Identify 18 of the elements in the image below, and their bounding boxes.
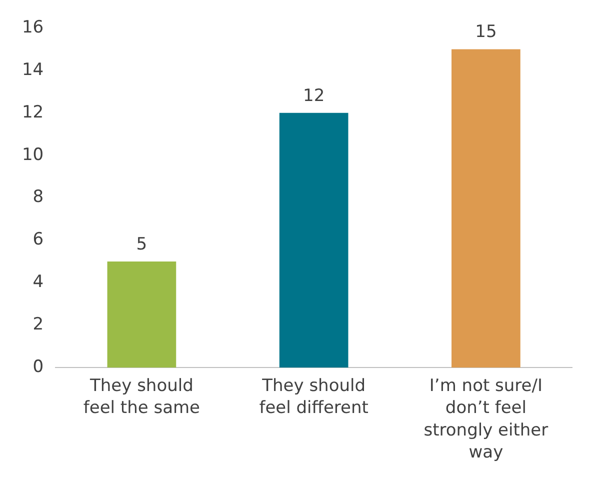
x-tick-label: They should feel different (259, 376, 369, 418)
y-tick-label: 4 (32, 272, 44, 292)
bar (452, 49, 520, 368)
bar (279, 112, 348, 368)
y-tick-label: 0 (32, 357, 44, 378)
y-tick-label: 2 (32, 314, 44, 335)
bar (107, 261, 176, 368)
y-tick-label: 10 (22, 144, 44, 165)
data-label: 15 (475, 22, 497, 42)
y-tick-label: 12 (22, 102, 44, 122)
x-tick-label: They should feel the same (83, 376, 200, 418)
y-tick-label: 8 (32, 187, 44, 208)
y-tick-label: 14 (22, 60, 44, 80)
y-tick-label: 16 (22, 17, 44, 38)
data-label: 5 (136, 234, 148, 254)
x-tick-label: I’m not sure/I don’t feel strongly either way (424, 376, 548, 462)
data-label: 12 (302, 86, 325, 106)
y-tick-label: 6 (32, 230, 44, 250)
